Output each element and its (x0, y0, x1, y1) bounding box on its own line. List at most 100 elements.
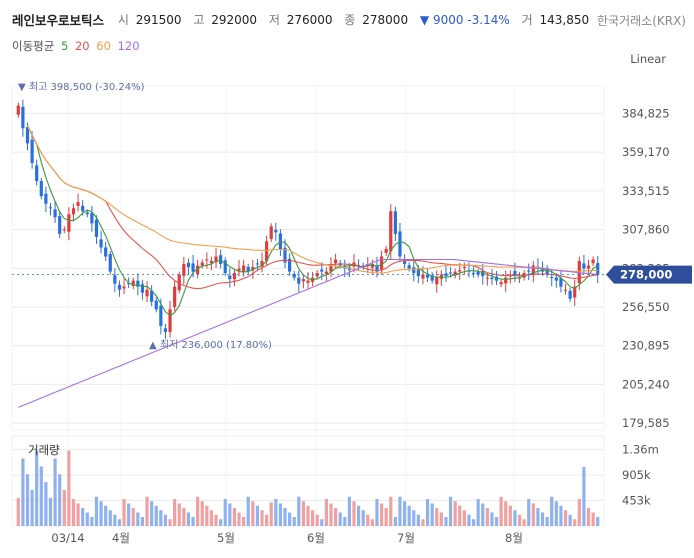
volume-bar (186, 512, 191, 526)
candle-body (485, 277, 489, 279)
volume-bar (513, 510, 517, 526)
ma120-legend[interactable]: 120 (117, 39, 140, 53)
stock-name: 레인보우로보틱스 (12, 13, 105, 28)
candle-body (582, 263, 586, 269)
volume-bar (136, 512, 140, 526)
x-tick-label: 6월 (307, 531, 325, 545)
volume-bar (223, 499, 227, 526)
candle-body (242, 265, 246, 273)
candle-body (90, 213, 94, 224)
min-price-annotation: ▲ 최저 236,000 (17.80%) (149, 339, 272, 351)
candle-body (154, 300, 158, 310)
volume-bar (393, 517, 397, 526)
volume-bar (476, 499, 480, 526)
volume-bar (504, 501, 508, 526)
candle-body (177, 274, 181, 291)
price-tick-label: 307,860 (622, 223, 670, 237)
volume-bar (536, 508, 540, 526)
volume-bar (352, 501, 356, 526)
current-price-label: 278,000 (620, 268, 672, 282)
volume-bar (306, 505, 310, 526)
volume-bar (209, 510, 214, 526)
candle-body (71, 208, 76, 215)
volume-bar (591, 512, 595, 526)
candle-body (573, 286, 577, 298)
open-label: 시 (117, 13, 129, 27)
volume-bar (274, 499, 278, 526)
candle-body (586, 265, 591, 269)
x-tick-label: 5월 (217, 531, 235, 545)
candle-body (232, 273, 237, 280)
volume-bar (568, 514, 572, 526)
ma5-legend[interactable]: 5 (60, 39, 69, 53)
volume-bar (499, 496, 503, 526)
volume-bar (85, 512, 89, 526)
candle-body (228, 275, 232, 280)
volume-bar (329, 503, 333, 526)
volume-bar (361, 510, 365, 526)
volume-bar (214, 514, 218, 526)
volume-bar (550, 496, 554, 526)
volume-bar (356, 505, 361, 526)
volume-bar (173, 499, 177, 526)
volume-bar (39, 466, 43, 526)
volume-bar (531, 503, 535, 526)
volume-bar (324, 499, 328, 526)
volume-bar (131, 508, 135, 526)
candle-body (237, 268, 241, 271)
candle-body (320, 269, 324, 272)
volume-bar (402, 501, 407, 526)
candle-body (425, 274, 430, 278)
volume-bar (159, 510, 163, 526)
volume-bar (435, 508, 439, 526)
volume-bar (439, 512, 443, 526)
candle-body (591, 259, 595, 264)
volume-bar (347, 496, 351, 526)
candle-body (81, 205, 85, 212)
candle-body (200, 262, 204, 266)
scale-mode-toggle[interactable]: Linear (630, 52, 666, 66)
volume-bar (200, 501, 204, 526)
candle-body (448, 272, 453, 274)
volume-bar (228, 503, 232, 526)
candle-body (62, 229, 66, 231)
ma60-legend[interactable]: 60 (96, 39, 111, 53)
price-tick-label: 333,515 (622, 184, 670, 198)
candle-body (389, 211, 393, 252)
candle-body (545, 267, 549, 275)
volume-bar (62, 490, 66, 526)
candle-body (269, 226, 273, 239)
current-price-tag (606, 265, 692, 284)
candle-body (260, 261, 264, 267)
candle-body (333, 259, 338, 264)
volume-tick-label: 905k (622, 468, 651, 482)
volume-bar (269, 502, 273, 526)
low-label: 저 (268, 13, 280, 27)
candle-body (85, 212, 89, 215)
volume-bar (577, 499, 581, 526)
volume-bar (76, 503, 80, 526)
ma20-legend[interactable]: 20 (74, 39, 90, 53)
volume-bar (113, 514, 117, 526)
candle-body (150, 290, 154, 302)
candle-body (577, 261, 581, 284)
volume-bar (191, 517, 195, 526)
candle-body (122, 286, 126, 289)
volume-bar (30, 490, 34, 526)
candle-body (182, 264, 186, 276)
candle-body (504, 277, 508, 284)
volume-bar (232, 508, 237, 526)
candle-body (136, 280, 140, 287)
candle-body (288, 258, 292, 272)
volume-bar (301, 501, 306, 526)
candle-body (596, 263, 600, 275)
candle-body (53, 209, 57, 218)
candle-body (44, 193, 48, 204)
price-tick-label: 205,240 (622, 377, 670, 391)
ma20-line (27, 125, 598, 290)
volume-bar (48, 497, 53, 526)
candle-body (563, 289, 568, 291)
volume-bar (315, 514, 319, 526)
volume-bar (140, 517, 145, 526)
